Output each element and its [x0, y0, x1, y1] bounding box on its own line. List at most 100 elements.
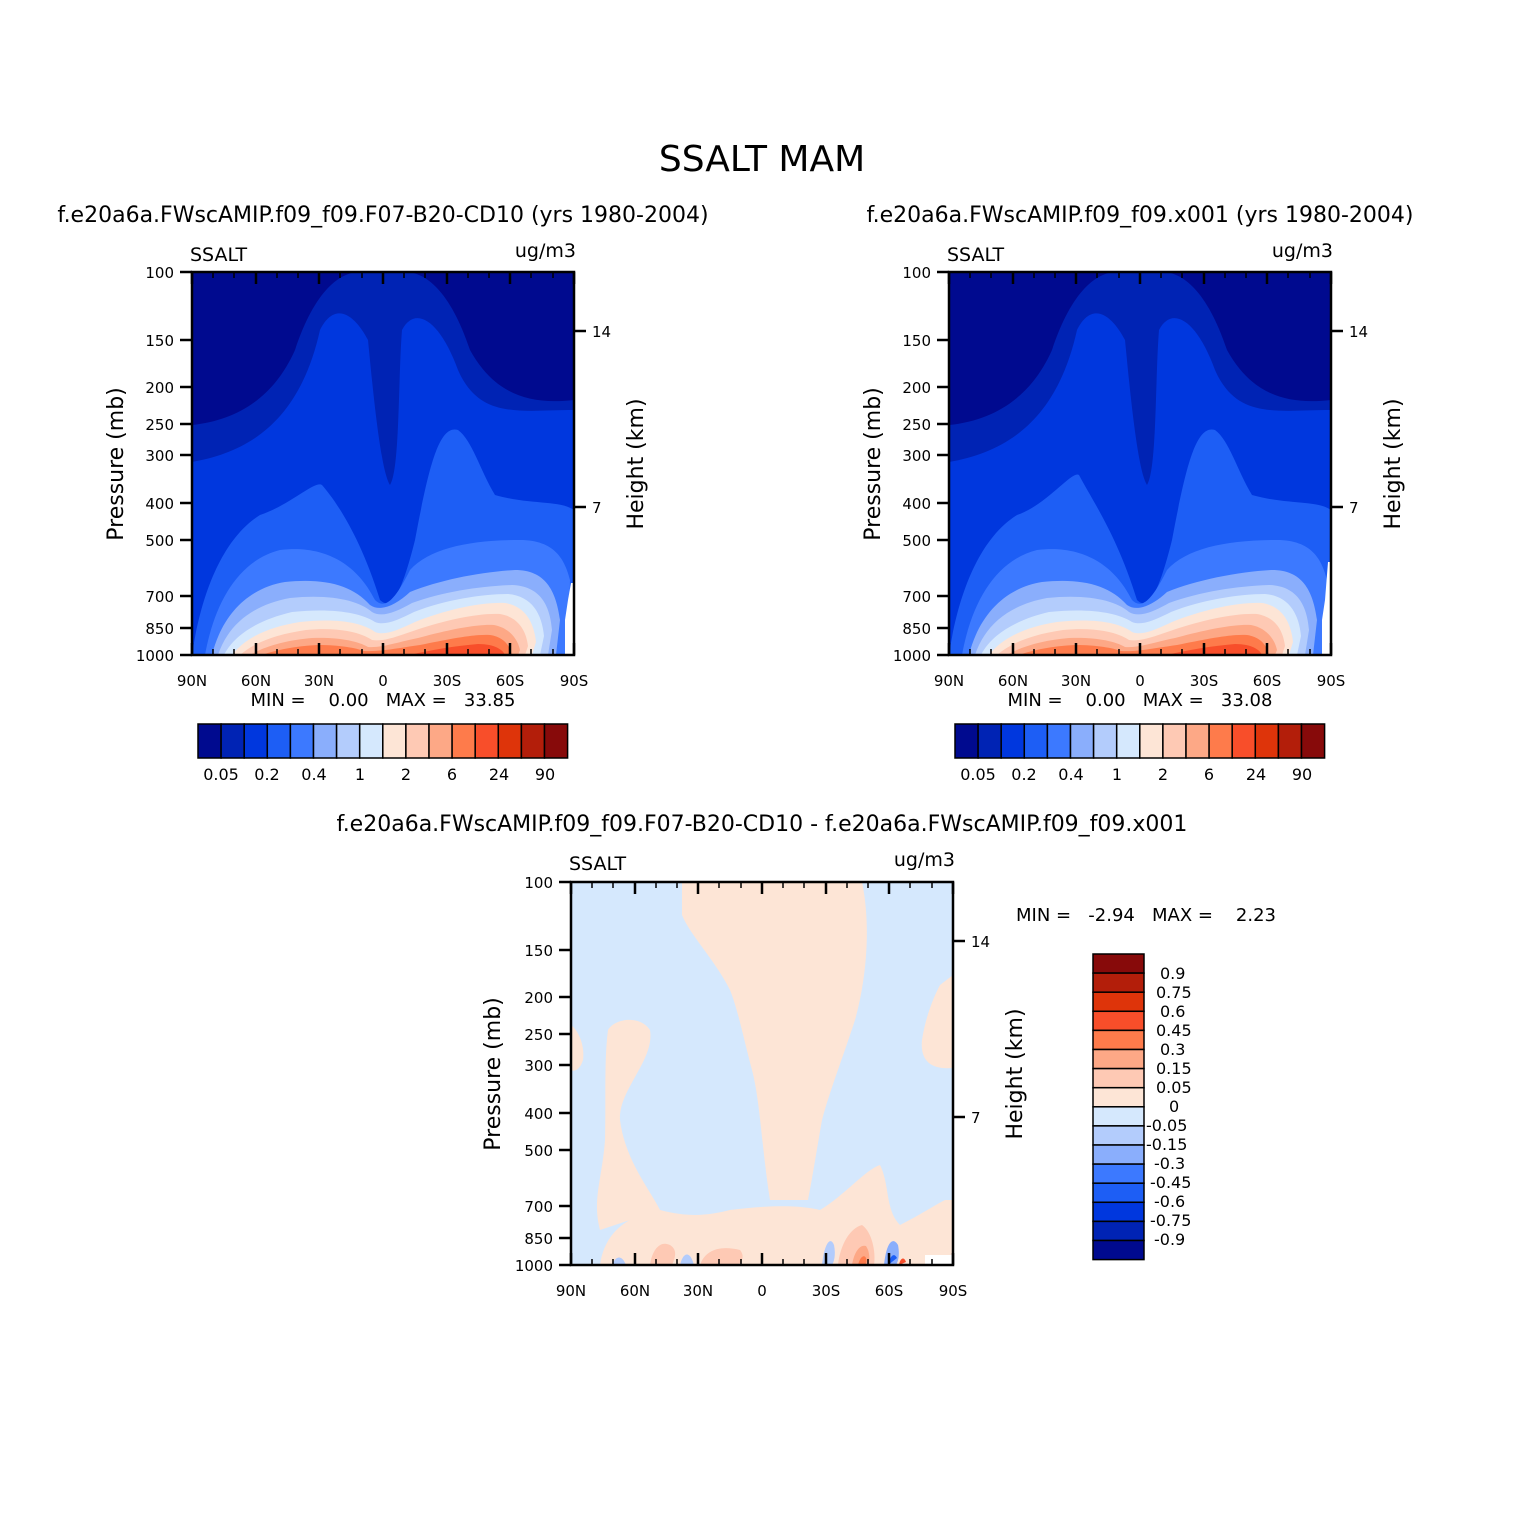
tick-label: 400	[902, 495, 931, 513]
tick-label: 14	[971, 933, 990, 951]
colorbar-label: 0.15	[1156, 1059, 1192, 1078]
tick-label: 90N	[934, 672, 964, 690]
colorbar-label: 24	[489, 765, 509, 784]
colorbar-label: -0.6	[1154, 1192, 1185, 1211]
tick-label: 60S	[875, 1282, 904, 1300]
colorbar-swatch	[312, 723, 338, 759]
contour-level-0.05	[700, 1248, 743, 1265]
colorbar-swatch	[220, 723, 245, 759]
tick-label: 90N	[556, 1282, 586, 1300]
x-ticks	[569, 882, 955, 1265]
tick-label: 30S	[812, 1282, 841, 1300]
colorbar-label: 90	[1292, 765, 1312, 784]
colorbar-swatch	[543, 723, 569, 759]
colorbar-swatch	[1162, 723, 1187, 759]
contour-level-positive-upper	[682, 882, 867, 1200]
colorbar-label: 6	[1204, 765, 1214, 784]
contour-level-positive-strong	[899, 1258, 906, 1265]
colorbar-label: 0.6	[1160, 1002, 1185, 1021]
x-ticks	[947, 272, 1333, 655]
tick-label: 700	[902, 588, 931, 606]
tick-label: 1000	[136, 647, 174, 665]
min-max-label: MIN = 0.00 MAX = 33.85	[251, 690, 516, 711]
tick-label: 1000	[893, 647, 931, 665]
tick-label: 7	[592, 499, 602, 517]
y-ticks	[937, 270, 1343, 657]
x-tick-labels: 90N 60N 30N 0 30S 60S 90S	[934, 672, 1345, 690]
tick-label: 100	[145, 264, 174, 282]
panel-title: f.e20a6a.FWscAMIP.f09_f09.x001 (yrs 1980…	[866, 203, 1413, 228]
colorbar-swatch	[1092, 1144, 1145, 1165]
colorbar-swatch	[405, 723, 430, 759]
x-ticks	[190, 272, 576, 655]
colorbar-swatch	[1092, 1125, 1145, 1146]
x-tick-labels: 90N 60N 30N 0 30S 60S 90S	[556, 1282, 967, 1300]
tick-label: 0	[378, 672, 388, 690]
colorbar-label: 0.05	[1156, 1078, 1192, 1097]
tick-label: 100	[524, 874, 553, 892]
colorbar-swatch	[1254, 723, 1280, 759]
tick-label: 100	[902, 264, 931, 282]
contour-field	[571, 882, 953, 1265]
tick-label: 250	[902, 416, 931, 434]
colorbar-swatch	[1092, 1048, 1145, 1070]
colorbar-swatch	[1208, 723, 1233, 759]
tick-label: 700	[145, 588, 174, 606]
tick-label: 90S	[939, 1282, 968, 1300]
colorbar-swatch	[1092, 1086, 1145, 1108]
colorbar-label: 0.4	[301, 765, 326, 784]
colorbar-label: 0.9	[1160, 964, 1185, 983]
contour-level-positive-far-left	[571, 1025, 584, 1071]
contour-level-0.3	[858, 1256, 867, 1265]
tick-label: 250	[145, 416, 174, 434]
colorbar-swatch	[1139, 723, 1164, 759]
colorbar	[954, 723, 1326, 759]
y2-tick-labels: 14 7	[971, 933, 990, 1127]
tick-label: 14	[592, 323, 611, 341]
colorbar-swatch	[1277, 723, 1303, 759]
tick-label: 90S	[1317, 672, 1346, 690]
tick-label: 30N	[1061, 672, 1091, 690]
colorbar-label: 90	[535, 765, 555, 784]
colorbar-swatch	[497, 723, 523, 759]
tick-label: 30N	[683, 1282, 713, 1300]
tick-label: 150	[902, 332, 931, 350]
colorbar-labels: 0.05 0.2 0.4 1 2 6 24 90	[203, 765, 555, 784]
tick-label: 90S	[560, 672, 589, 690]
colorbar-swatch	[954, 723, 979, 759]
colorbar-swatch	[451, 723, 476, 759]
contour-level-negative	[680, 1254, 694, 1265]
colorbar-labels: 0.05 0.2 0.4 1 2 6 24 90	[960, 765, 1312, 784]
tick-label: 500	[145, 532, 174, 550]
colorbar-swatch	[1069, 723, 1095, 759]
colorbar-label: -0.45	[1150, 1173, 1191, 1192]
colorbar-swatch	[1092, 1010, 1145, 1032]
units-label: ug/m3	[1272, 240, 1333, 262]
tick-label: 30S	[433, 672, 462, 690]
variable-label: SSALT	[569, 853, 626, 875]
panel-model-x001: f.e20a6a.FWscAMIP.f09_f09.x001 (yrs 1980…	[861, 203, 1414, 784]
colorbar-label: 0.3	[1160, 1040, 1185, 1059]
tick-label: 30S	[1190, 672, 1219, 690]
tick-label: 850	[145, 620, 174, 638]
y-tick-labels: 100 150 200 250 300 400 500 700 850 1000	[893, 264, 931, 665]
x-minor-ticks	[212, 272, 554, 655]
colorbar-swatch	[335, 723, 361, 759]
figure-title: SSALT MAM	[659, 139, 865, 180]
colorbar-label: 0	[1169, 1097, 1179, 1116]
colorbar-swatch	[1092, 953, 1145, 974]
y-tick-labels: 100 150 200 250 300 400 500 700 850 1000	[136, 264, 174, 665]
tick-label: 0	[1135, 672, 1145, 690]
colorbar-swatch	[358, 723, 384, 759]
colorbar-label: 0.05	[203, 765, 239, 784]
tick-label: 700	[524, 1198, 553, 1216]
colorbar-swatch	[1092, 1182, 1145, 1204]
tick-label: 200	[145, 379, 174, 397]
colorbar-swatch	[1023, 723, 1049, 759]
tick-label: 300	[902, 447, 931, 465]
tick-label: 200	[524, 989, 553, 1007]
panel-model-cd10: f.e20a6a.FWscAMIP.f09_f09.F07-B20-CD10 (…	[57, 203, 708, 784]
colorbar-label: -0.05	[1146, 1116, 1187, 1135]
tick-label: 90N	[177, 672, 207, 690]
